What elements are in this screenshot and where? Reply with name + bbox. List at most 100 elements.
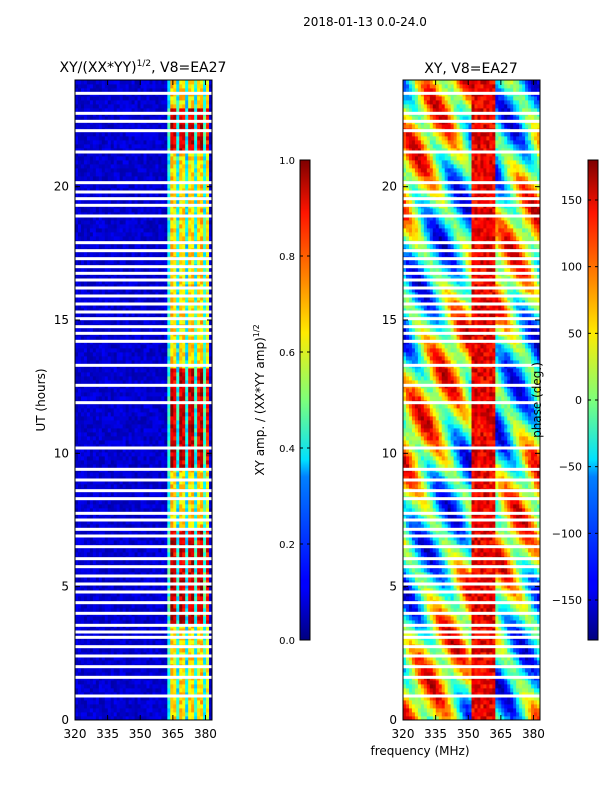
flagged-row bbox=[75, 527, 212, 531]
colorbar-tick-label-L: 0.8 bbox=[279, 252, 295, 263]
colorbar-tick-label-L: 0.2 bbox=[279, 540, 295, 551]
flagged-row bbox=[403, 611, 540, 615]
amplitude-heatmap bbox=[75, 80, 212, 720]
colorbar-tick-label-R: −150 bbox=[552, 594, 582, 607]
flagged-row bbox=[403, 383, 540, 387]
colorbar-tick-label-R: −50 bbox=[559, 461, 582, 474]
flagged-row bbox=[75, 203, 212, 207]
flagged-row bbox=[403, 129, 540, 133]
flagged-row bbox=[75, 91, 212, 95]
flagged-row bbox=[403, 665, 540, 669]
amplitude-ylabel: UT (hours) bbox=[34, 368, 48, 431]
flagged-row bbox=[75, 363, 212, 367]
flagged-row bbox=[403, 241, 540, 245]
flagged-row bbox=[403, 630, 540, 634]
flagged-row bbox=[75, 286, 212, 290]
xtick-label-R: 350 bbox=[457, 727, 480, 741]
flagged-row bbox=[75, 331, 212, 335]
flagged-row bbox=[403, 91, 540, 95]
amplitude-axes-frame bbox=[74, 79, 213, 721]
flagged-row bbox=[403, 534, 540, 538]
flagged-row bbox=[75, 257, 212, 261]
xtick-label-R: 380 bbox=[522, 727, 545, 741]
flagged-row bbox=[75, 665, 212, 669]
flagged-row bbox=[403, 325, 540, 329]
flagged-row bbox=[75, 181, 212, 185]
flagged-row bbox=[75, 383, 212, 387]
flagged-row bbox=[75, 150, 212, 154]
phase-colorbar: −150 −100 −50 0 50 100 150 phase (deg.) bbox=[530, 159, 599, 641]
flagged-row bbox=[403, 363, 540, 367]
flagged-row bbox=[75, 129, 212, 133]
flagged-row bbox=[403, 557, 540, 561]
flagged-row bbox=[403, 654, 540, 658]
flagged-row bbox=[75, 339, 212, 343]
flagged-row bbox=[403, 317, 540, 321]
flagged-row bbox=[75, 401, 212, 405]
flagged-row bbox=[75, 590, 212, 594]
flagged-row bbox=[403, 339, 540, 343]
flagged-row bbox=[403, 467, 540, 471]
flagged-row bbox=[75, 630, 212, 634]
flagged-row bbox=[75, 317, 212, 321]
colorbar-tick-label-L: 0.0 bbox=[279, 636, 295, 647]
colorbar-tick-label-L: 0.6 bbox=[279, 348, 295, 359]
panel-amplitude-title: XY/(XX*YY)1/2, V8=EA27 bbox=[60, 59, 227, 76]
flagged-row bbox=[403, 675, 540, 679]
xtick-label-L: 320 bbox=[64, 727, 87, 741]
flagged-row bbox=[75, 518, 212, 522]
flagged-row bbox=[75, 534, 212, 538]
flagged-row bbox=[75, 310, 212, 314]
flagged-row bbox=[75, 489, 212, 493]
xtick-label-R: 320 bbox=[392, 727, 415, 741]
flagged-row bbox=[403, 271, 540, 275]
flagged-row bbox=[75, 325, 212, 329]
xtick-label-L: 365 bbox=[161, 727, 184, 741]
flagged-row bbox=[403, 478, 540, 482]
flagged-row bbox=[403, 446, 540, 450]
panel-amplitude: XY/(XX*YY)1/2, V8=EA27 320 335 350 365 380 0 5… bbox=[34, 59, 226, 741]
phase-colorbar-label: phase (deg.) bbox=[530, 362, 544, 438]
flagged-row bbox=[75, 111, 212, 115]
flagged-row bbox=[403, 197, 540, 201]
flagged-row bbox=[403, 565, 540, 569]
flagged-row bbox=[403, 265, 540, 269]
flagged-row bbox=[75, 119, 212, 123]
flagged-row bbox=[75, 214, 212, 218]
flagged-row bbox=[403, 294, 540, 298]
flagged-row bbox=[403, 511, 540, 515]
flagged-row bbox=[75, 635, 212, 639]
flagged-row bbox=[403, 497, 540, 501]
flagged-row bbox=[75, 241, 212, 245]
ytick-label-R: 10 bbox=[382, 446, 397, 460]
xtick-label-L: 380 bbox=[194, 727, 217, 741]
flagged-row bbox=[75, 265, 212, 269]
phase-axes-frame bbox=[402, 79, 541, 721]
flagged-row bbox=[75, 249, 212, 253]
flagged-row bbox=[75, 478, 212, 482]
colorbar-tick-label-R: −100 bbox=[552, 527, 582, 540]
flagged-row bbox=[403, 214, 540, 218]
colorbar-tick-label-R: 50 bbox=[568, 327, 582, 340]
phase-heatmap bbox=[403, 80, 540, 720]
colorbar-tick-label-L: 1.0 bbox=[279, 156, 295, 167]
flagged-row bbox=[403, 331, 540, 335]
amplitude-colorbar-bar bbox=[299, 159, 311, 641]
xtick-label-L: 350 bbox=[129, 727, 152, 741]
flagged-row bbox=[75, 545, 212, 549]
colorbar-tick-label-L: 0.4 bbox=[279, 444, 295, 455]
shared-xlabel: frequency (MHz) bbox=[370, 744, 469, 758]
panel-phase: XY, V8=EA27 320 335 350 365 380 0 5 10 15 20 bbox=[382, 61, 545, 741]
flagged-row bbox=[403, 111, 540, 115]
flagged-row bbox=[403, 601, 540, 605]
flagged-row bbox=[403, 623, 540, 627]
flagged-row bbox=[403, 635, 540, 639]
flagged-row bbox=[75, 190, 212, 194]
ytick-label-L: 5 bbox=[61, 580, 69, 594]
xtick-label-L: 335 bbox=[96, 727, 119, 741]
flagged-row bbox=[75, 278, 212, 282]
xtick-label-R: 335 bbox=[424, 727, 447, 741]
flagged-row bbox=[403, 203, 540, 207]
colorbar-tick-label-R: 150 bbox=[561, 194, 582, 207]
